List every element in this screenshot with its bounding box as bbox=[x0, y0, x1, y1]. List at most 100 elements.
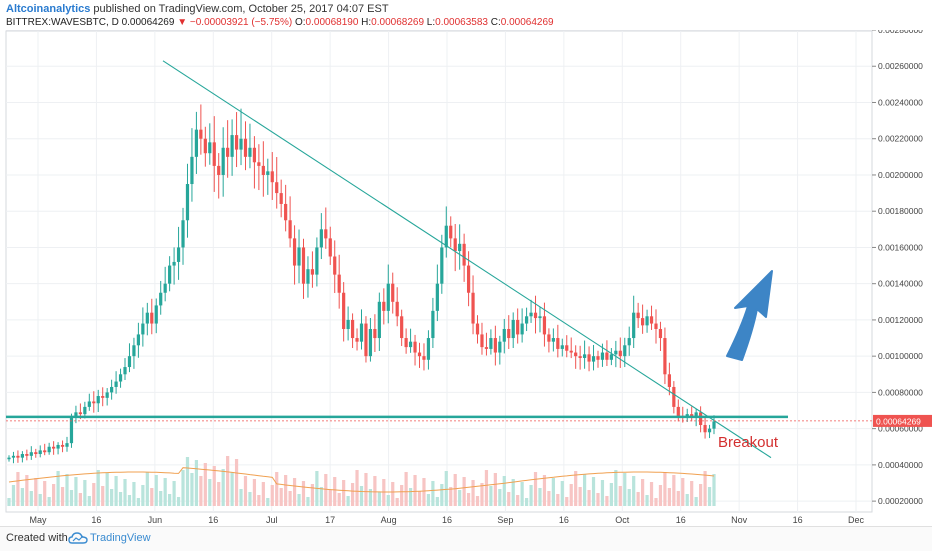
volume-bar bbox=[574, 471, 578, 506]
volume-bar bbox=[270, 485, 274, 506]
x-tick-label: Oct bbox=[615, 515, 630, 525]
last-price-tag bbox=[873, 414, 932, 427]
volume-bar bbox=[520, 482, 524, 506]
volume-bar bbox=[645, 495, 649, 506]
candle-body bbox=[239, 138, 243, 150]
candle-body bbox=[444, 225, 448, 248]
candle-body bbox=[292, 238, 297, 266]
candle-body bbox=[101, 396, 105, 398]
volume-bar bbox=[60, 487, 65, 506]
volume-bar bbox=[489, 486, 493, 506]
candle-body bbox=[172, 261, 176, 266]
candle-body bbox=[699, 412, 703, 426]
candle-body bbox=[315, 247, 319, 275]
volume-bar bbox=[681, 478, 685, 506]
volume-bar bbox=[203, 463, 207, 506]
candle-body bbox=[641, 318, 645, 326]
candle-body bbox=[480, 334, 484, 348]
candle-body bbox=[350, 319, 355, 339]
candle-body bbox=[596, 356, 600, 360]
volume-bar bbox=[538, 488, 542, 506]
volume-bar bbox=[435, 497, 439, 506]
volume-bar bbox=[234, 459, 239, 506]
candle-body bbox=[65, 443, 69, 447]
up-arrow-icon bbox=[726, 270, 773, 361]
volume-bar bbox=[150, 488, 154, 506]
candle-body bbox=[114, 381, 118, 387]
candle-body bbox=[462, 243, 466, 266]
volume-bar bbox=[542, 475, 547, 506]
volume-bar bbox=[408, 488, 413, 506]
candle-body bbox=[29, 452, 33, 456]
candle-body bbox=[560, 345, 564, 349]
x-tick-label: 16 bbox=[208, 515, 218, 525]
candle-body bbox=[524, 316, 529, 324]
tradingview-cloud-icon[interactable] bbox=[68, 530, 88, 546]
volume-bar bbox=[310, 484, 315, 506]
volume-bar bbox=[16, 472, 20, 506]
candle-body bbox=[417, 352, 422, 357]
volume-bar bbox=[556, 494, 560, 506]
volume-bar bbox=[190, 473, 194, 506]
volume-bar bbox=[163, 478, 167, 506]
volume-bar bbox=[676, 491, 680, 506]
volume-bar bbox=[614, 470, 618, 506]
volume-bar bbox=[596, 493, 600, 506]
volume-bar bbox=[373, 476, 377, 506]
tradingview-brand-link[interactable]: TradingView bbox=[90, 532, 151, 544]
x-tick-label: 17 bbox=[325, 515, 335, 525]
candle-body bbox=[520, 323, 524, 335]
volume-bar bbox=[252, 479, 257, 506]
candle-body bbox=[208, 142, 212, 154]
y-tick-label: 0.00100000 bbox=[878, 351, 923, 361]
candle-body bbox=[440, 247, 444, 284]
volume-bar bbox=[524, 498, 529, 506]
candle-body bbox=[355, 338, 359, 342]
author-link[interactable]: Altcoinanalytics bbox=[6, 3, 91, 15]
volume-bar bbox=[132, 482, 136, 506]
volume-bar bbox=[422, 478, 426, 506]
volume-bar bbox=[181, 470, 185, 506]
resistance-trendline bbox=[162, 60, 772, 459]
candle-body bbox=[676, 406, 680, 416]
volume-bar bbox=[56, 471, 60, 506]
candle-body bbox=[342, 292, 346, 329]
candle-body bbox=[614, 350, 618, 355]
volume-bar bbox=[391, 482, 395, 506]
y-tick-label: 0.00160000 bbox=[878, 242, 923, 252]
candle-body bbox=[221, 147, 225, 175]
candle-body bbox=[243, 138, 248, 157]
candle-body bbox=[319, 229, 323, 248]
candle-body bbox=[533, 312, 538, 319]
candle-body bbox=[408, 341, 413, 348]
candle-body bbox=[600, 352, 605, 360]
footer: Created with TradingView bbox=[0, 526, 932, 551]
candle-body bbox=[649, 316, 654, 324]
volume-bar bbox=[417, 491, 422, 506]
candle-body bbox=[141, 323, 145, 335]
volume-bar bbox=[226, 456, 230, 506]
candle-body bbox=[306, 269, 310, 284]
candle-body bbox=[574, 352, 578, 357]
candle-body bbox=[431, 310, 435, 339]
volume-bar bbox=[65, 474, 69, 506]
y-tick-label: 0.00280000 bbox=[878, 30, 923, 35]
candle-body bbox=[159, 292, 163, 306]
volume-bar bbox=[337, 493, 341, 506]
volume-bar bbox=[533, 472, 538, 506]
y-tick-label: 0.00020000 bbox=[878, 496, 923, 506]
chart-area[interactable]: 0.00280000 0.00260000 0.00240000 0.00220000… bbox=[0, 30, 932, 526]
volume-bar bbox=[444, 471, 448, 506]
volume-bar bbox=[658, 485, 663, 506]
volume-bar bbox=[333, 477, 337, 506]
volume-bar bbox=[136, 498, 141, 506]
candle-body bbox=[627, 338, 631, 346]
candle-body bbox=[435, 283, 439, 311]
candle-body bbox=[466, 265, 471, 293]
volume-bar bbox=[29, 491, 33, 506]
low-value: 0.00063583 bbox=[435, 17, 488, 28]
candlestick-chart[interactable]: 0.00280000 0.00260000 0.00240000 0.00220000… bbox=[0, 30, 932, 526]
candle-body bbox=[507, 328, 511, 339]
candle-body bbox=[74, 412, 78, 418]
candle-body bbox=[645, 316, 649, 326]
